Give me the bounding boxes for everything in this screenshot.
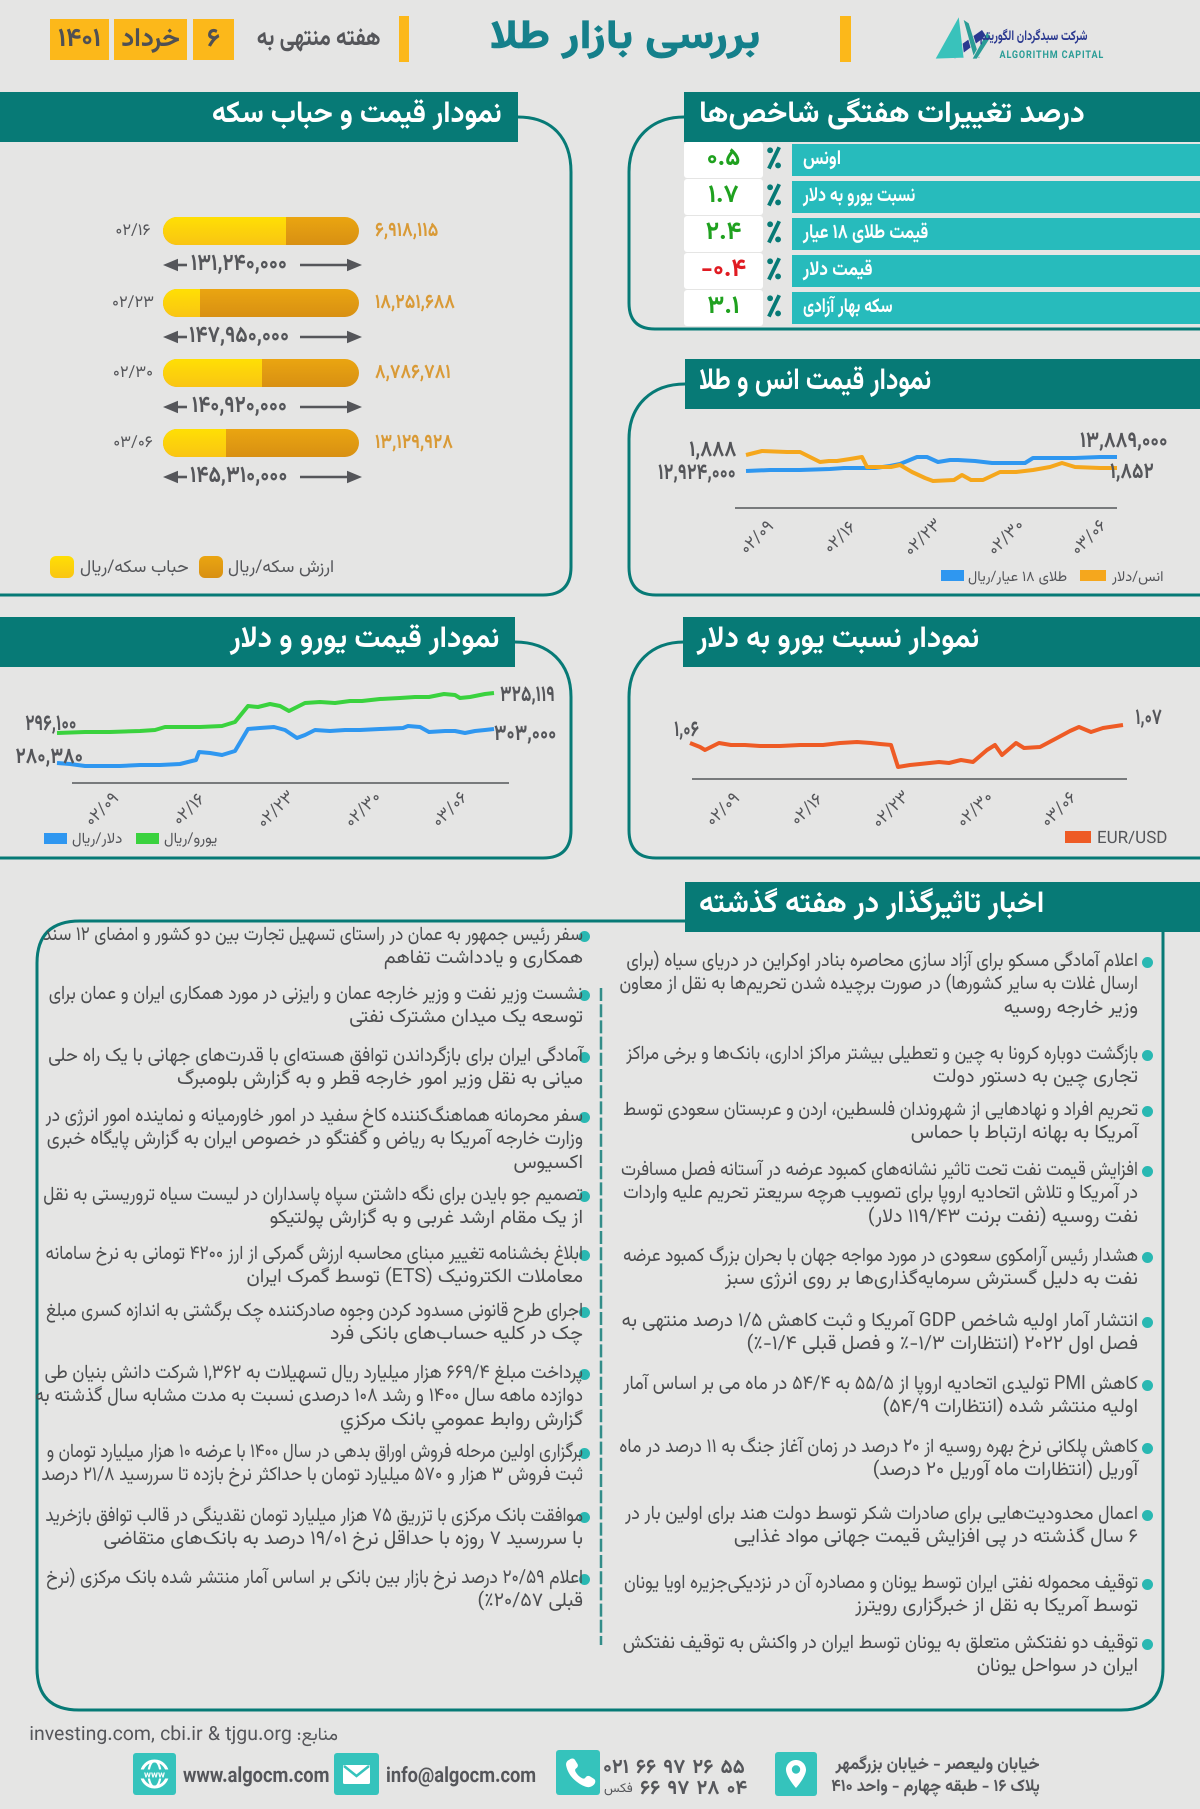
svg-text:www: www — [144, 1769, 165, 1784]
